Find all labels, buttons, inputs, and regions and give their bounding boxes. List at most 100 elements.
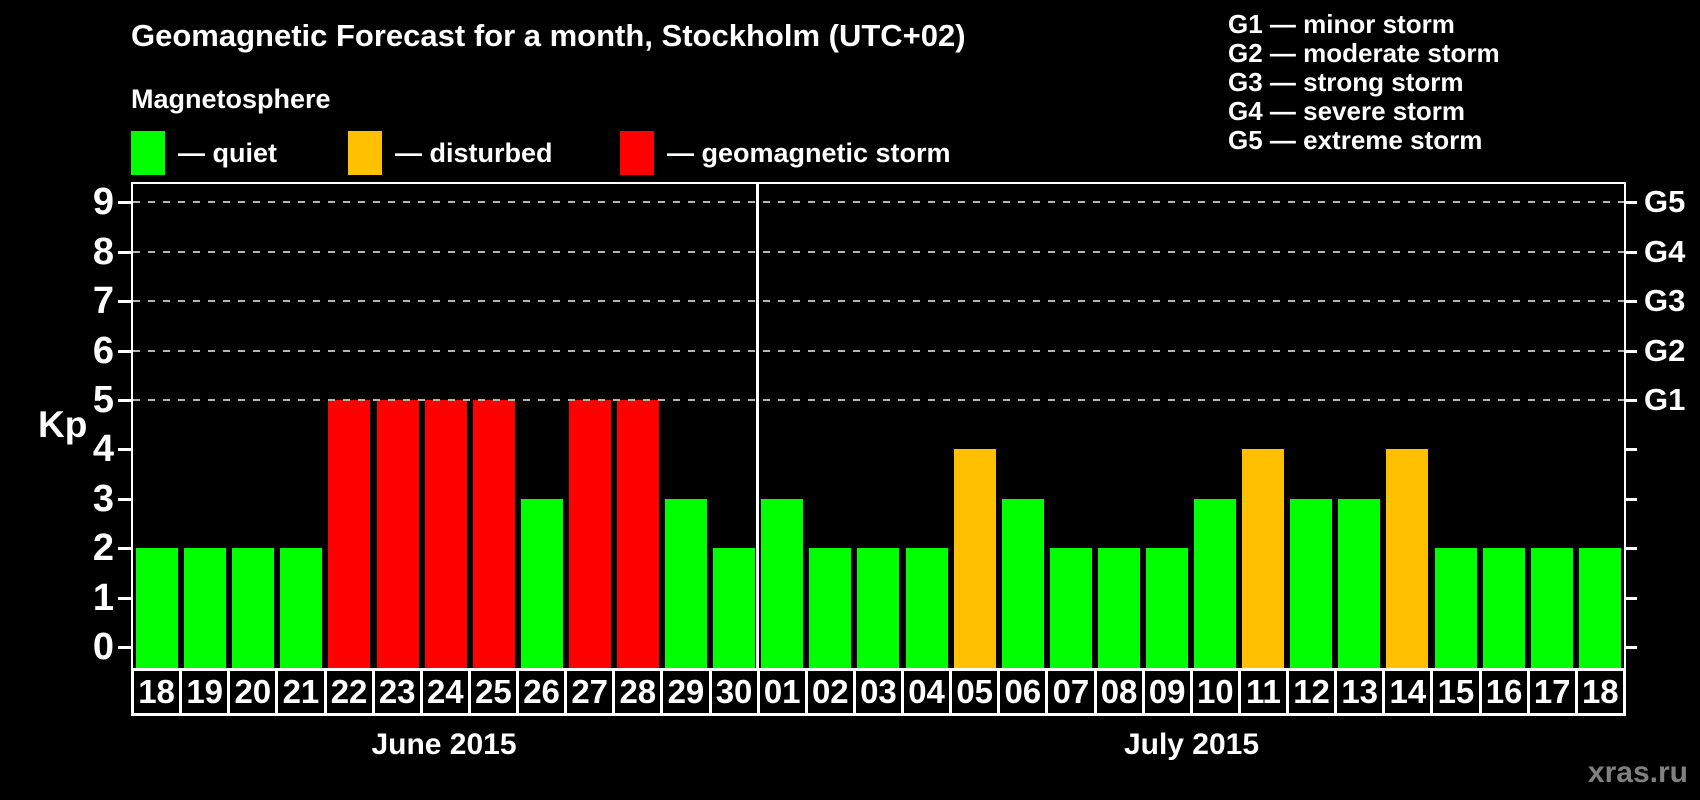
left-tick-kp-2 <box>118 547 131 550</box>
legend-label-disturbed: — disturbed <box>395 137 553 168</box>
gridline-kp-6 <box>133 350 1624 352</box>
bar-slot <box>758 184 806 668</box>
kp-bar-july-15 <box>1434 548 1477 668</box>
day-label-july-05: 05 <box>949 671 997 713</box>
kp-bar-july-10 <box>1194 499 1237 668</box>
gridline-kp-9 <box>133 201 1624 203</box>
kp-bar-july-02 <box>809 548 852 668</box>
gridline-kp-5 <box>133 399 1624 401</box>
left-tick-kp-7 <box>118 300 131 303</box>
kp-bar-june-18 <box>136 548 179 668</box>
storm-scale-g5: G5 — extreme storm <box>1228 125 1483 155</box>
storm-scale-g3: G3 — strong storm <box>1228 67 1464 97</box>
day-label-july-13: 13 <box>1334 671 1382 713</box>
bar-slot <box>373 184 421 668</box>
storm-scale-g1: G1 — minor storm <box>1228 9 1455 39</box>
bar-slot <box>951 184 999 668</box>
right-tick-kp-3 <box>1624 498 1637 501</box>
y-tick-label-5: 5 <box>92 379 114 421</box>
day-label-july-15: 15 <box>1430 671 1478 713</box>
left-tick-kp-4 <box>118 448 131 451</box>
gridline-kp-7 <box>133 300 1624 302</box>
bar-slot <box>422 184 470 668</box>
y-tick-label-8: 8 <box>92 231 114 273</box>
kp-bar-july-01 <box>761 499 804 668</box>
left-tick-kp-1 <box>118 597 131 600</box>
day-label-july-08: 08 <box>1093 671 1142 713</box>
right-tick-kp-5 <box>1624 399 1637 402</box>
bar-slot <box>1095 184 1143 668</box>
kp-bar-july-03 <box>857 548 900 668</box>
month-label-july: July 2015 <box>1123 728 1260 761</box>
y-tick-label-6: 6 <box>92 330 114 372</box>
disturbed-color-swatch <box>348 131 382 175</box>
y-tick-label-2: 2 <box>92 527 114 569</box>
kp-bar-july-17 <box>1530 548 1573 668</box>
kp-bar-june-25 <box>472 400 515 668</box>
kp-bar-june-19 <box>184 548 227 668</box>
storm-scale-g2: G2 — moderate storm <box>1228 38 1500 68</box>
kp-bar-june-27 <box>568 400 611 668</box>
bar-slot <box>999 184 1047 668</box>
legend-label-storm: — geomagnetic storm <box>667 137 951 168</box>
bar-slot <box>1383 184 1431 668</box>
bar-slot <box>133 184 181 668</box>
y-tick-label-9: 9 <box>92 181 114 223</box>
right-tick-kp-2 <box>1624 547 1637 550</box>
day-label-june-25: 25 <box>467 671 516 713</box>
magnetosphere-legend-heading: Magnetosphere <box>131 84 331 114</box>
day-label-june-30: 30 <box>708 671 757 713</box>
bar-slot <box>854 184 902 668</box>
kp-bar-july-11 <box>1242 449 1285 668</box>
kp-bar-july-06 <box>1001 499 1044 668</box>
legend-item-quiet: — quiet <box>131 130 277 176</box>
kp-bar-july-13 <box>1338 499 1381 668</box>
y-tick-label-0: 0 <box>92 626 114 668</box>
bar-slot <box>1143 184 1191 668</box>
bars-container <box>133 184 1624 668</box>
day-label-july-10: 10 <box>1189 671 1238 713</box>
bar-slot <box>662 184 710 668</box>
day-label-june-28: 28 <box>612 671 660 713</box>
y-tick-label-3: 3 <box>92 478 114 520</box>
kp-bar-june-23 <box>376 400 419 668</box>
day-label-june-26: 26 <box>516 671 564 713</box>
day-label-july-02: 02 <box>804 671 853 713</box>
bar-slot <box>1480 184 1528 668</box>
kp-bar-july-05 <box>953 449 996 668</box>
bar-slot <box>181 184 229 668</box>
kp-bar-june-26 <box>520 499 563 668</box>
storm-scale-legend: G1 — minor storm G2 — moderate storm G3 … <box>1228 10 1500 155</box>
bar-slot <box>1047 184 1095 668</box>
y-axis-title: Kp <box>38 404 88 445</box>
kp-bar-june-24 <box>424 400 467 668</box>
g-axis-label-g5: G5 <box>1644 184 1686 219</box>
day-label-june-18: 18 <box>138 673 175 710</box>
legend-item-storm: — geomagnetic storm <box>620 130 951 176</box>
left-tick-kp-3 <box>118 498 131 501</box>
day-label-june-21: 21 <box>275 671 323 713</box>
right-tick-kp-1 <box>1624 597 1637 600</box>
bar-slot <box>566 184 614 668</box>
g-axis-label-g1: G1 <box>1644 382 1686 417</box>
right-tick-kp-8 <box>1624 251 1637 254</box>
bar-slot <box>1191 184 1239 668</box>
day-label-july-07: 07 <box>1045 671 1093 713</box>
left-tick-kp-5 <box>118 399 131 402</box>
bar-slot <box>325 184 373 668</box>
kp-bar-june-29 <box>665 499 708 668</box>
day-label-july-04: 04 <box>901 671 949 713</box>
bar-slot <box>229 184 277 668</box>
kp-bar-july-08 <box>1097 548 1140 668</box>
right-tick-kp-9 <box>1624 201 1637 204</box>
day-label-july-06: 06 <box>997 671 1045 713</box>
kp-bar-july-12 <box>1290 499 1333 668</box>
y-tick-label-1: 1 <box>92 577 114 619</box>
day-label-june-29: 29 <box>660 671 708 713</box>
bar-slot <box>1528 184 1576 668</box>
day-label-june-19: 19 <box>179 671 227 713</box>
right-tick-kp-6 <box>1624 350 1637 353</box>
g-axis-label-g3: G3 <box>1644 283 1686 318</box>
left-tick-kp-0 <box>118 646 131 649</box>
